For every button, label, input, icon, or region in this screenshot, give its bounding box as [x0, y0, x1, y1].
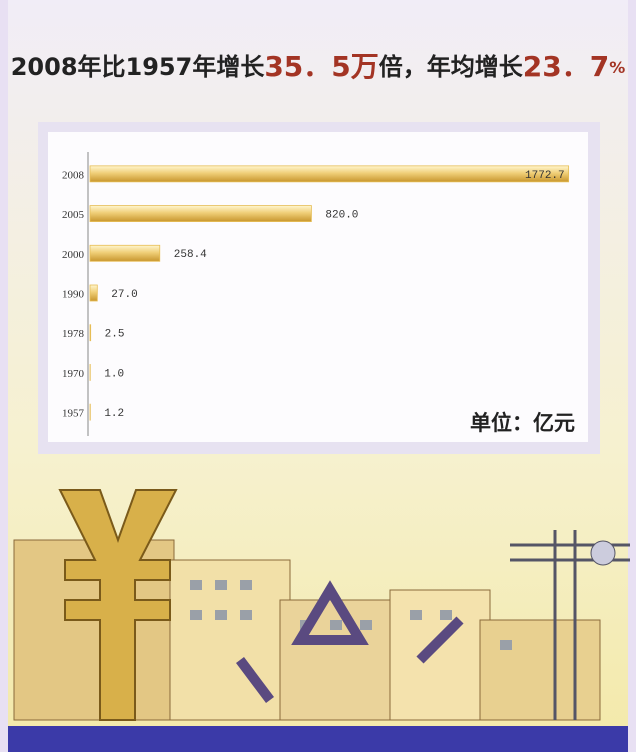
page: {"chart_data": {"type": "bar", "orientat…	[0, 0, 636, 756]
y-tick-label: 1990	[62, 289, 85, 301]
value-label: 258.4	[174, 249, 207, 261]
right-edge	[628, 0, 636, 752]
value-label: 27.0	[111, 289, 137, 301]
value-label: 1772.7	[525, 170, 565, 182]
infographic: 2008年比1957年增长35．5万倍，年均增长23．7% 单位：亿元 2008…	[0, 0, 636, 752]
unit-label: 单位：亿元	[470, 411, 575, 435]
title-part: 2008年比1957年增长	[11, 53, 266, 81]
y-tick-label: 2008	[62, 169, 85, 181]
value-label: 2.5	[105, 329, 125, 341]
y-tick-label: 1957	[62, 408, 85, 420]
y-tick-label: 2000	[62, 249, 85, 261]
y-tick-label: 1970	[62, 368, 85, 380]
bar	[90, 206, 311, 222]
title-percent: %	[609, 58, 625, 77]
left-edge	[0, 0, 8, 752]
value-label: 1.0	[104, 368, 124, 380]
title-number: 23．7	[523, 50, 609, 83]
chart-title: 2008年比1957年增长35．5万倍，年均增长23．7%	[11, 50, 626, 83]
bar	[90, 325, 91, 341]
title-number: 35．5万	[264, 50, 378, 83]
y-tick-label: 1978	[62, 328, 85, 340]
y-tick-label: 2005	[62, 209, 85, 221]
value-label: 820.0	[325, 209, 358, 221]
value-label: 1.2	[104, 408, 124, 420]
bar	[90, 285, 97, 301]
bar	[90, 245, 160, 261]
title-part: 倍，年均增长	[379, 53, 524, 81]
bar	[90, 166, 569, 182]
